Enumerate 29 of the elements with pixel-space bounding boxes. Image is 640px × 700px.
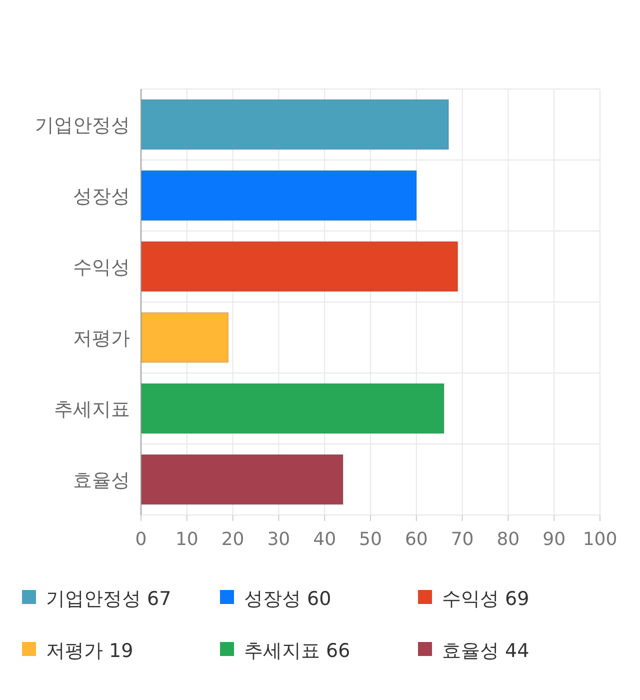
bar (140, 312, 229, 363)
y-tick-label: 수익성 (73, 256, 130, 278)
text: 저평가 19 (46, 640, 134, 662)
x-tick-label: 90 (542, 529, 566, 550)
bar (140, 99, 450, 150)
x-tick-label: 40 (313, 529, 336, 550)
bar (140, 241, 458, 292)
text: 기업안정성 67 (46, 588, 172, 610)
x-tick-label: 60 (404, 529, 428, 550)
bar (140, 383, 444, 434)
x-tick-label: 50 (359, 529, 382, 550)
x-tick-label: 70 (450, 529, 474, 550)
text: 효율성 44 (442, 640, 530, 662)
x-tick-label: 10 (175, 529, 198, 550)
bar (140, 454, 344, 505)
x-tick-label: 20 (221, 529, 244, 550)
y-tick-label: 성장성 (73, 186, 130, 208)
x-tick-label: 80 (496, 529, 520, 550)
x-tick-label: 100 (582, 529, 618, 550)
text: 추세지표 66 (244, 640, 350, 662)
y-tick-label: 효율성 (73, 470, 130, 492)
text: 수익성 69 (442, 588, 530, 610)
y-tick-label: 기업안정성 (35, 114, 130, 136)
x-tick-label: 30 (267, 529, 290, 550)
bar (140, 170, 417, 221)
x-tick-label: 0 (135, 529, 147, 550)
y-tick-label: 저평가 (73, 328, 130, 350)
y-tick-label: 추세지표 (54, 398, 130, 420)
text: 성장성 60 (244, 588, 332, 610)
